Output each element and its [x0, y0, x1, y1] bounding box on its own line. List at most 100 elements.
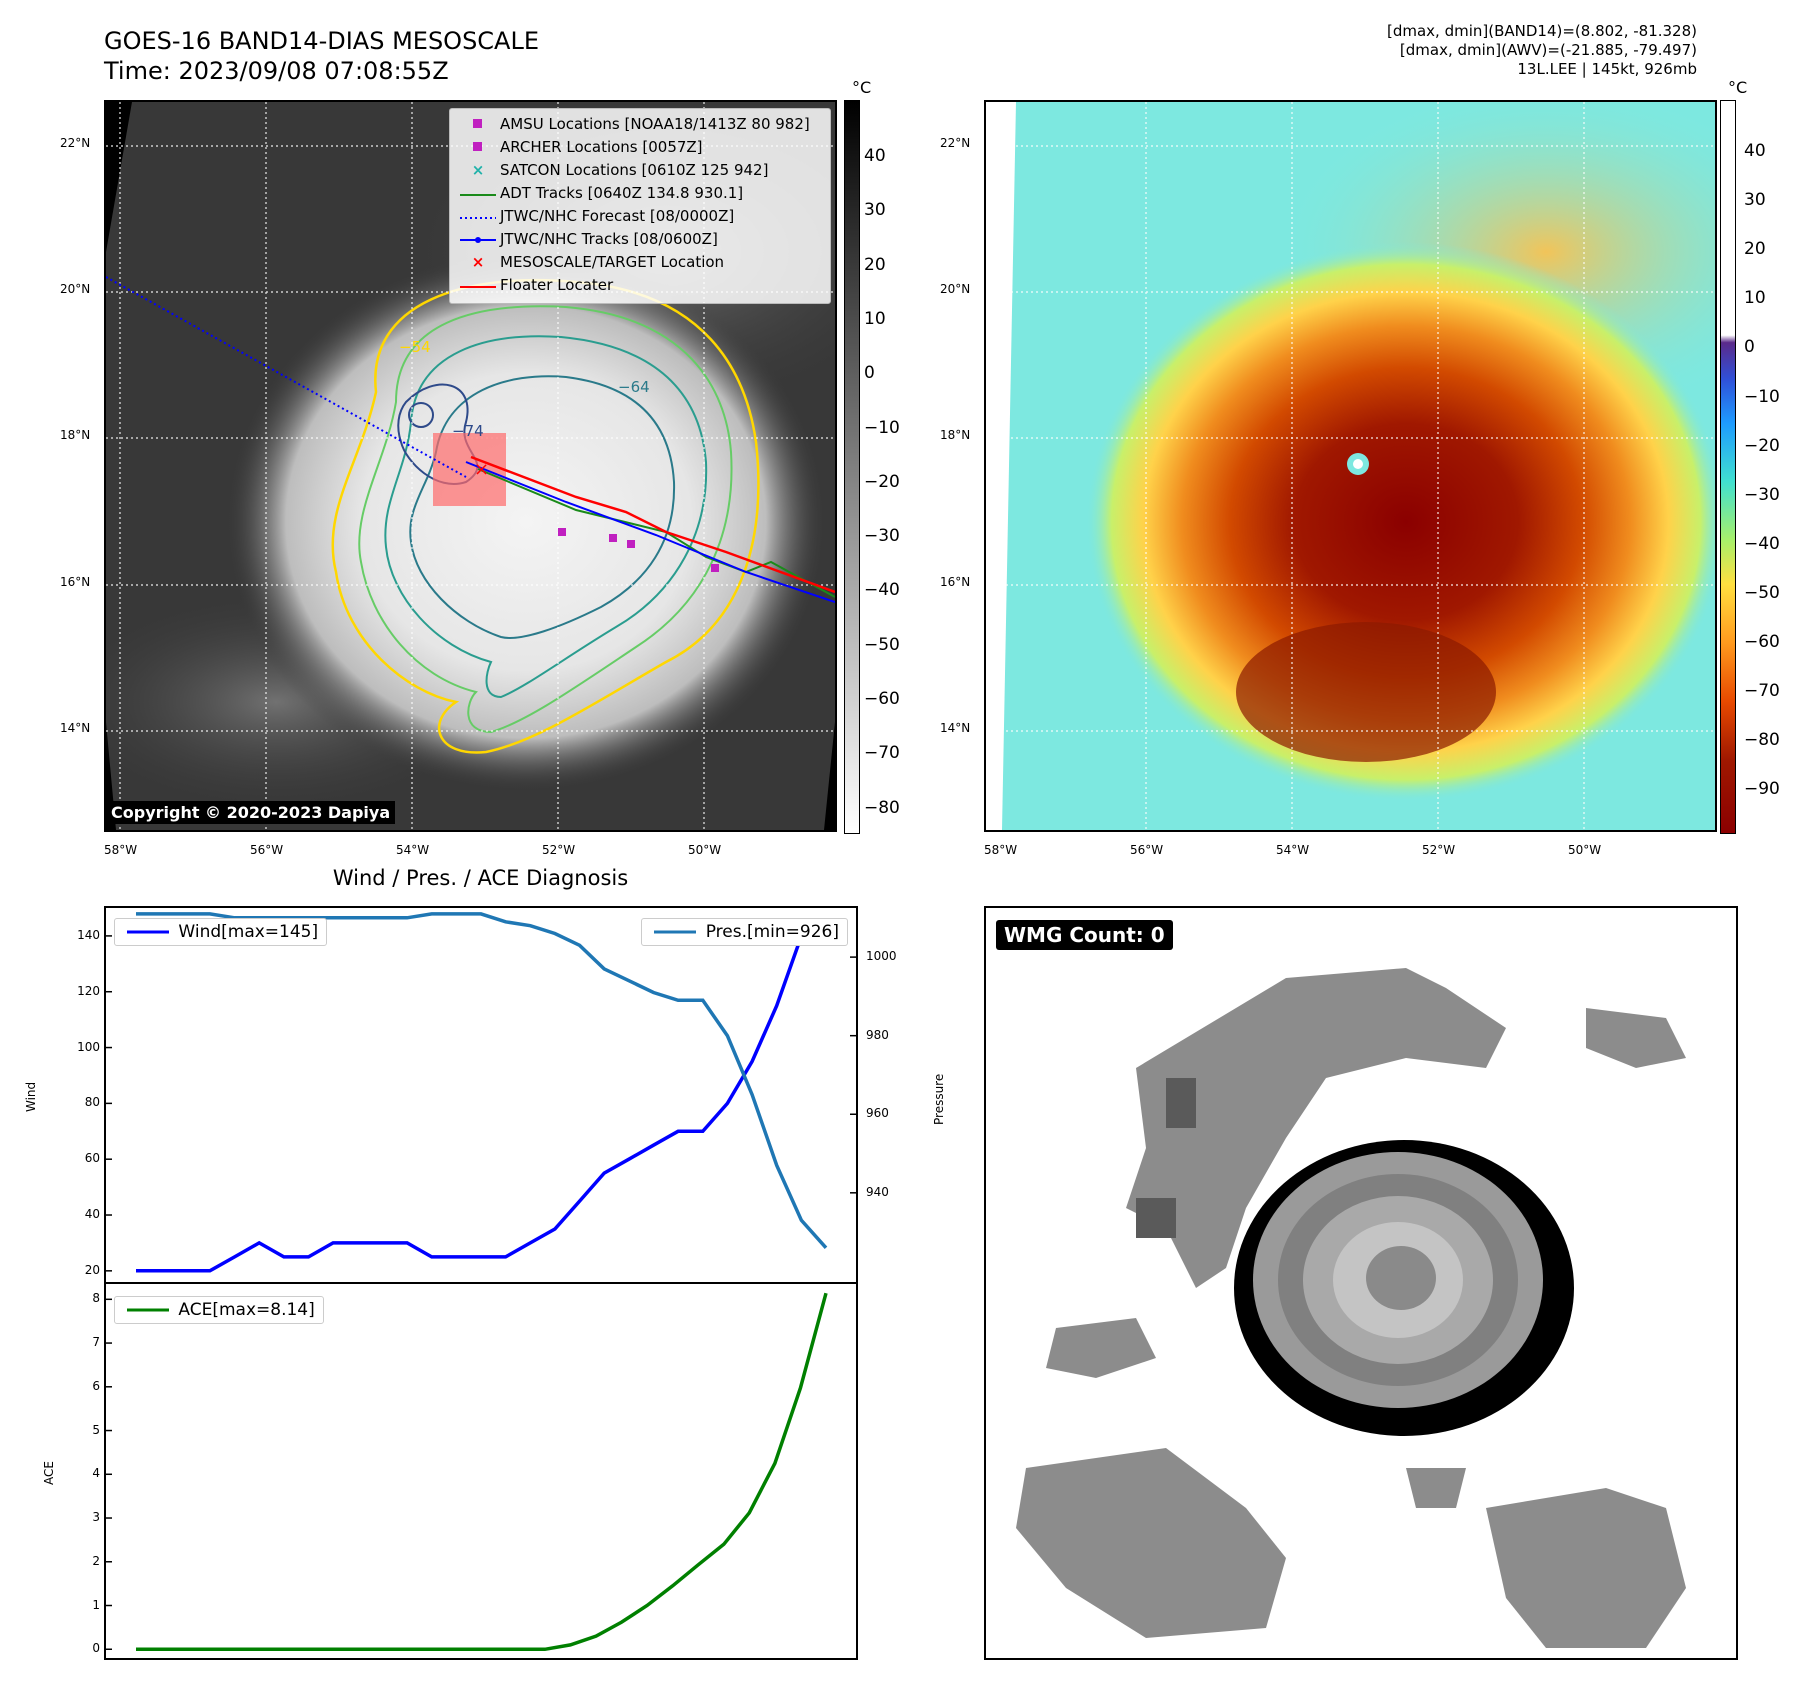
lat-tick: 22°N [60, 136, 91, 150]
line-icon [456, 182, 500, 205]
lat-tick: 14°N [940, 721, 971, 735]
pressure-series-line [136, 912, 828, 1249]
dotted-line-icon [456, 205, 500, 228]
wind-pressure-chart: Wind[max=145] Pres.[min=926] [104, 906, 858, 1284]
axis-tick-label: 1 [92, 1597, 100, 1612]
lat-tick: 20°N [940, 282, 971, 296]
colorbar-tick: 30 [864, 200, 886, 221]
legend-item: JTWC/NHC Tracks [08/0600Z] [456, 228, 824, 251]
wmg-panel: WMG Count: 0 [984, 906, 1738, 1660]
copyright-label: Copyright © 2020-2023 Dapiya [106, 801, 396, 824]
colorbar-tick: −60 [864, 689, 900, 709]
axis-tick-label: 120 [77, 983, 100, 998]
axis-tick-label: 20 [84, 1262, 100, 1277]
colorbar-tick: 40 [1744, 141, 1766, 161]
colorbar-tick: −80 [864, 797, 900, 818]
lat-tick: 18°N [60, 428, 91, 442]
axis-tick-label: 0 [92, 1641, 100, 1656]
lon-tick: 50°W [1568, 843, 1602, 857]
lat-tick: 14°N [60, 721, 91, 735]
info-line-2: [dmax, dmin](AWV)=(-21.885, -79.497) [1399, 41, 1697, 59]
lon-tick: 58°W [984, 843, 1018, 857]
chart-time: Time: 2023/09/08 07:08:55Z [104, 57, 449, 85]
line-icon [456, 274, 500, 297]
lon-tick: 54°W [396, 843, 430, 857]
wind-legend: Wind[max=145] [114, 918, 328, 946]
lat-tick: 16°N [60, 575, 91, 589]
lat-tick: 18°N [940, 428, 971, 442]
square-marker-icon [456, 113, 500, 136]
lon-tick: 54°W [1276, 843, 1310, 857]
contour-label: −74 [452, 422, 484, 440]
colorbar-tick: −40 [1744, 533, 1780, 554]
colorbar-tick: −30 [1744, 484, 1780, 505]
colorbar-tick: −20 [1744, 435, 1780, 456]
colorbar-tick: 30 [1744, 190, 1766, 211]
info-line-3: 13L.LEE | 145kt, 926mb [1517, 60, 1697, 78]
colorbar-tick: 0 [1744, 337, 1755, 358]
axis-tick-label: 3 [92, 1510, 100, 1525]
axis-tick-label: 5 [92, 1422, 100, 1437]
square-marker-icon [456, 136, 500, 159]
lon-tick: 56°W [250, 843, 284, 857]
colorbar-unit: °C [852, 78, 872, 97]
lat-tick: 22°N [940, 136, 971, 150]
grayscale-ir-map: × −54 −64 −74 AMSU Locations [NOAA18/141… [104, 100, 837, 832]
colorbar-tick: −70 [1744, 681, 1780, 702]
svg-text:×: × [474, 459, 489, 480]
colorbar-unit: °C [1728, 78, 1748, 97]
lon-tick: 50°W [688, 843, 722, 857]
legend-item: × MESOSCALE/TARGET Location [456, 251, 824, 274]
lon-tick: 58°W [104, 843, 138, 857]
color-enhanced-map [984, 100, 1717, 832]
grayscale-colorbar [844, 100, 860, 834]
pressure-axis-label: Pressure [932, 1073, 946, 1125]
axis-tick-label: 940 [866, 1184, 889, 1199]
axis-tick-label: 7 [92, 1335, 100, 1350]
colorbar-tick: −30 [864, 526, 900, 547]
lon-tick: 56°W [1130, 843, 1164, 857]
axis-tick-label: 2 [92, 1553, 100, 1568]
lat-tick: 20°N [60, 282, 91, 296]
color-enhanced-image [986, 102, 1715, 830]
colorbar-tick: 40 [864, 146, 886, 166]
axis-tick-label: 40 [84, 1207, 100, 1221]
color-colorbar [1720, 100, 1736, 834]
lon-tick: 52°W [1422, 843, 1456, 857]
wmg-count-badge: WMG Count: 0 [996, 920, 1173, 950]
legend-item: × SATCON Locations [0610Z 125 942] [456, 159, 824, 182]
x-marker-icon: × [471, 253, 485, 271]
colorbar-tick: −50 [864, 634, 900, 655]
pressure-legend: Pres.[min=926] [641, 918, 848, 946]
colorbar-tick: 20 [864, 254, 886, 275]
axis-tick-label: 60 [84, 1151, 100, 1166]
axis-tick-label: 80 [84, 1095, 100, 1110]
lat-tick: 16°N [940, 575, 971, 589]
contour-label: −64 [618, 378, 650, 396]
wind-series-line [136, 920, 827, 1273]
ace-series-line [136, 1292, 828, 1652]
ace-axis-label: ACE [42, 1461, 56, 1485]
colorbar-tick: 20 [1744, 239, 1766, 260]
axis-tick-label: 1000 [866, 949, 897, 964]
legend-item: Floater Locater [456, 274, 824, 297]
axis-tick-label: 100 [77, 1039, 100, 1054]
colorbar-tick: −80 [1744, 730, 1780, 751]
colorbar-tick: −40 [864, 580, 900, 601]
axis-tick-label: 6 [92, 1378, 100, 1393]
colorbar-tick: −60 [1744, 632, 1780, 652]
chart-title: GOES-16 BAND14-DIAS MESOSCALE [104, 27, 540, 55]
map-legend: AMSU Locations [NOAA18/1413Z 80 982] ARC… [449, 108, 831, 304]
diagnosis-title: Wind / Pres. / ACE Diagnosis [332, 866, 629, 890]
legend-item: JTWC/NHC Forecast [08/0000Z] [456, 205, 824, 228]
axis-tick-label: 140 [77, 927, 100, 942]
contour-label: −54 [399, 338, 431, 356]
colorbar-tick: −50 [1744, 582, 1780, 603]
colorbar-tick: −10 [1744, 386, 1780, 407]
ace-plot [106, 1292, 828, 1652]
legend-item: ARCHER Locations [0057Z] [456, 136, 824, 159]
lon-tick: 52°W [542, 843, 576, 857]
colorbar-tick: 10 [1744, 288, 1766, 309]
colorbar-tick: 0 [864, 363, 875, 384]
axis-tick-label: 4 [92, 1466, 100, 1481]
